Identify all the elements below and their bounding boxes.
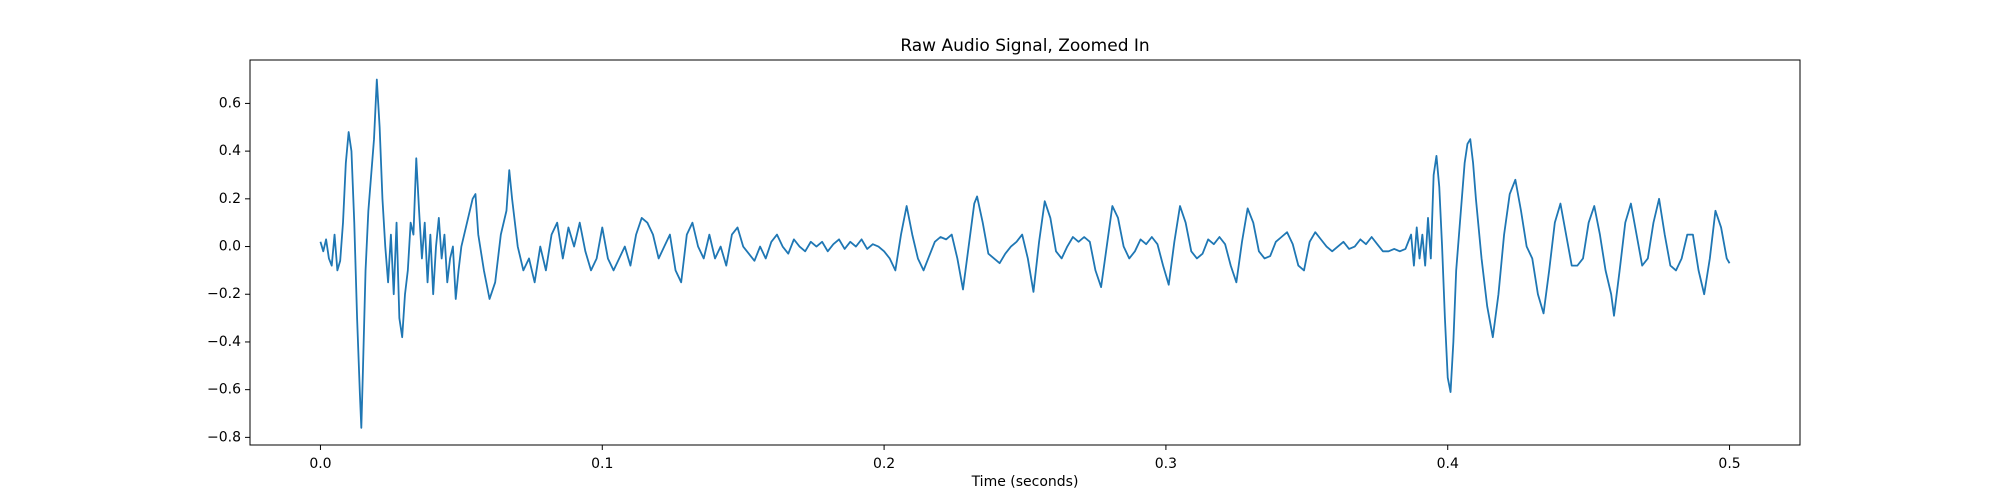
y-tick-label: −0.2 [207,286,241,302]
x-tick-label: 0.5 [1718,456,1740,472]
x-tick-label: 0.3 [1155,456,1177,472]
x-tick-label: 0.4 [1437,456,1459,472]
signal-line [319,78,1731,429]
y-tick-label: −0.8 [207,429,241,445]
y-tick-label: 0.2 [219,191,241,207]
x-axis-label: Time (seconds) [971,474,1079,490]
y-tick-label: 0.4 [219,143,241,159]
axes-frame [249,59,1801,446]
plot-area [319,78,1731,429]
y-tick-label: 0.0 [219,239,241,255]
y-tick-label: −0.4 [207,334,241,350]
chart-title: Raw Audio Signal, Zoomed In [900,36,1149,56]
x-tick-label: 0.2 [873,456,895,472]
x-tick-label: 0.0 [309,456,331,472]
y-tick-label: 0.6 [219,95,241,111]
y-tick-label: −0.6 [207,382,241,398]
x-tick-label: 0.1 [591,456,613,472]
